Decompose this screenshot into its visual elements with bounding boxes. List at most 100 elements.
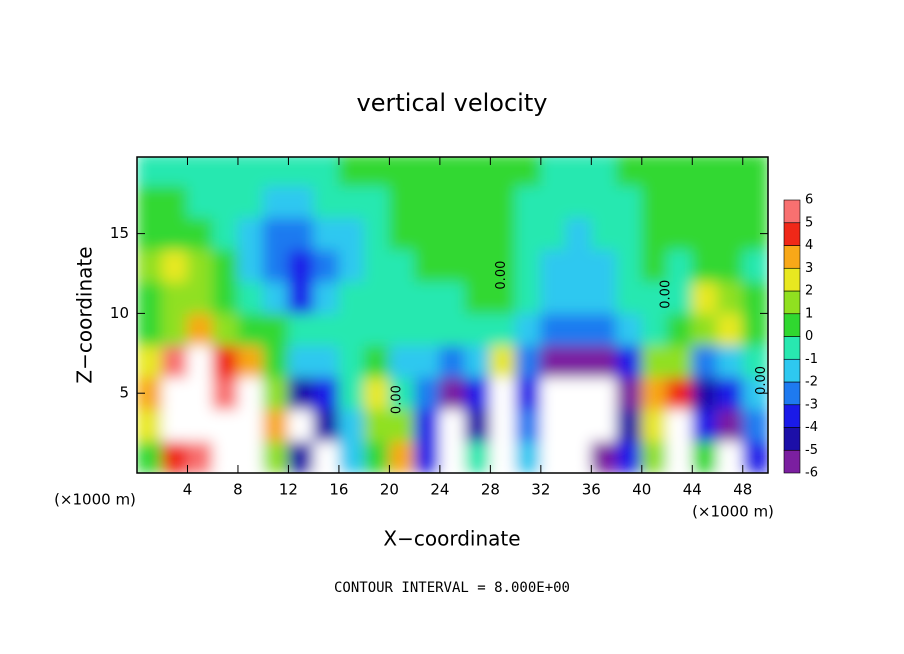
cell	[464, 185, 491, 219]
cell	[186, 217, 214, 251]
cell	[565, 344, 592, 378]
cell	[616, 312, 643, 346]
cell	[515, 376, 542, 410]
cell	[338, 312, 365, 346]
axes: 4 8 12 16 20 24 28 32 36 40 44 48510150.000.000.000…	[110, 156, 818, 499]
colorbar-bin	[783, 336, 801, 360]
colorbar-label: -2	[805, 375, 818, 390]
cell	[287, 280, 315, 314]
cell	[313, 217, 340, 251]
cell	[742, 408, 768, 442]
cell	[186, 312, 214, 346]
cell	[262, 157, 289, 187]
cell	[212, 344, 239, 378]
cell	[287, 408, 315, 442]
colorbar-bin	[783, 313, 801, 337]
cell	[742, 157, 768, 187]
cell	[186, 376, 214, 410]
cell	[515, 344, 542, 378]
cell	[287, 157, 315, 187]
colorbar-bin	[783, 427, 801, 451]
cell	[262, 376, 289, 410]
x-tick-label: 40	[632, 481, 651, 499]
x-tick-label: 20	[380, 481, 399, 499]
cell	[338, 440, 365, 473]
cell	[540, 249, 567, 282]
colorbar-label: 2	[805, 284, 813, 299]
cell	[137, 249, 163, 282]
cell	[161, 157, 188, 187]
cell	[616, 185, 643, 219]
cell	[489, 157, 517, 187]
cell	[666, 280, 693, 314]
cell	[691, 249, 719, 282]
cell	[212, 312, 239, 346]
cell	[641, 312, 668, 346]
cell	[388, 376, 416, 410]
colorbar-label: -6	[805, 466, 818, 481]
cell	[540, 376, 567, 410]
cell	[414, 440, 441, 473]
cell	[691, 408, 719, 442]
cell	[161, 217, 188, 251]
cell	[237, 344, 264, 378]
cell	[313, 185, 340, 219]
cell	[464, 217, 491, 251]
cell	[464, 157, 491, 187]
cell	[691, 280, 719, 314]
cell	[313, 376, 340, 410]
colorbar-label: -4	[805, 420, 818, 435]
cell	[237, 217, 264, 251]
cell	[666, 344, 693, 378]
cell	[590, 280, 618, 314]
cell	[212, 157, 239, 187]
cell	[717, 408, 744, 442]
cell	[313, 344, 340, 378]
cell	[338, 280, 365, 314]
cell	[137, 280, 163, 314]
cell	[388, 408, 416, 442]
cell	[388, 217, 416, 251]
cell	[565, 312, 592, 346]
cell	[388, 185, 416, 219]
cell	[717, 157, 744, 187]
cell	[616, 440, 643, 473]
cell	[489, 376, 517, 410]
y-axis-label: Z−coordinate	[73, 246, 97, 383]
cell	[338, 408, 365, 442]
cell	[515, 312, 542, 346]
cell	[515, 157, 542, 187]
cell	[262, 440, 289, 473]
colorbar-label: 0	[805, 329, 813, 344]
cell	[212, 376, 239, 410]
cell	[590, 408, 618, 442]
cell	[540, 344, 567, 378]
cell	[262, 312, 289, 346]
cell	[717, 185, 744, 219]
cell	[641, 157, 668, 187]
cell	[388, 440, 416, 473]
x-unit-label: (×1000 m)	[54, 491, 136, 509]
colorbar-label: -3	[805, 397, 818, 412]
cell	[616, 344, 643, 378]
cell	[287, 440, 315, 473]
cell	[338, 344, 365, 378]
cell	[363, 280, 390, 314]
cell	[691, 376, 719, 410]
cell	[313, 249, 340, 282]
cell	[161, 408, 188, 442]
cell	[616, 157, 643, 187]
x-tick-label: 32	[531, 481, 550, 499]
chart-title: vertical velocity	[357, 89, 548, 117]
cell	[616, 280, 643, 314]
cell	[717, 249, 744, 282]
cell	[439, 185, 466, 219]
footer-note: CONTOUR INTERVAL = 8.000E+00	[334, 580, 570, 596]
cell	[691, 217, 719, 251]
cell	[489, 249, 517, 282]
colorbar-label: 1	[805, 306, 813, 321]
cell	[414, 312, 441, 346]
y-tick-label: 5	[119, 384, 129, 402]
colorbar-bin	[783, 381, 801, 406]
